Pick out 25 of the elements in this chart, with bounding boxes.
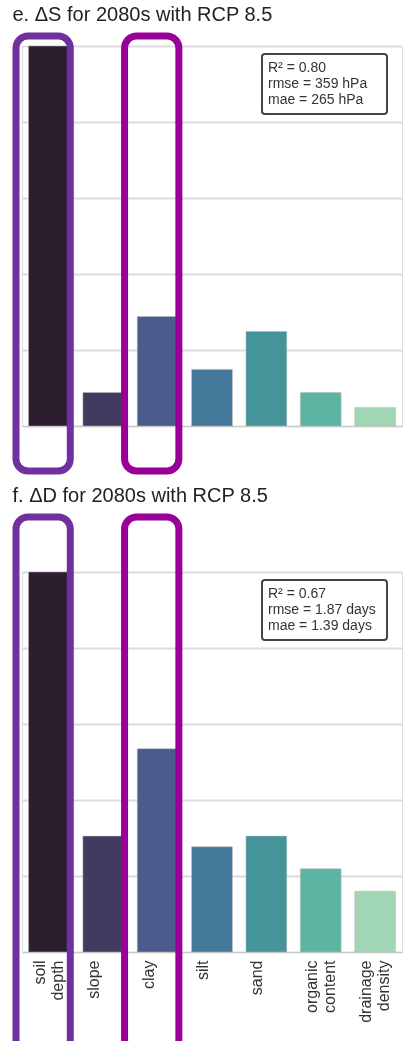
annotation: mae = 265 hPa xyxy=(268,91,364,107)
bar xyxy=(354,890,396,953)
annotation: R² = 0.67 xyxy=(268,585,327,601)
bar xyxy=(191,846,233,953)
annotation: R² = 0.80 xyxy=(268,59,327,75)
bar xyxy=(354,407,396,427)
chart-title: e. ΔS for 2080s with RCP 8.5 xyxy=(12,2,273,25)
bar xyxy=(300,868,342,953)
chart-title: f. ΔD for 2080s with RCP 8.5 xyxy=(12,483,268,506)
x-tick-label: silt xyxy=(194,959,211,981)
bar xyxy=(245,331,287,427)
bar xyxy=(191,369,233,427)
annotation: mae = 1.39 days xyxy=(268,617,372,633)
x-tick-label: clay xyxy=(139,960,157,989)
x-tick-label: sand xyxy=(248,960,266,996)
bar xyxy=(82,835,124,953)
bar xyxy=(28,571,70,953)
annotation: rmse = 1.87 days xyxy=(268,601,376,617)
bar xyxy=(300,392,342,427)
annotation: rmse = 359 hPa xyxy=(268,75,368,91)
bar xyxy=(245,835,287,953)
x-tick-label: slope xyxy=(85,960,103,999)
bar xyxy=(82,392,124,427)
x-tick-label: soil depth xyxy=(30,960,66,1001)
x-tick-label: organic content xyxy=(302,959,338,1013)
